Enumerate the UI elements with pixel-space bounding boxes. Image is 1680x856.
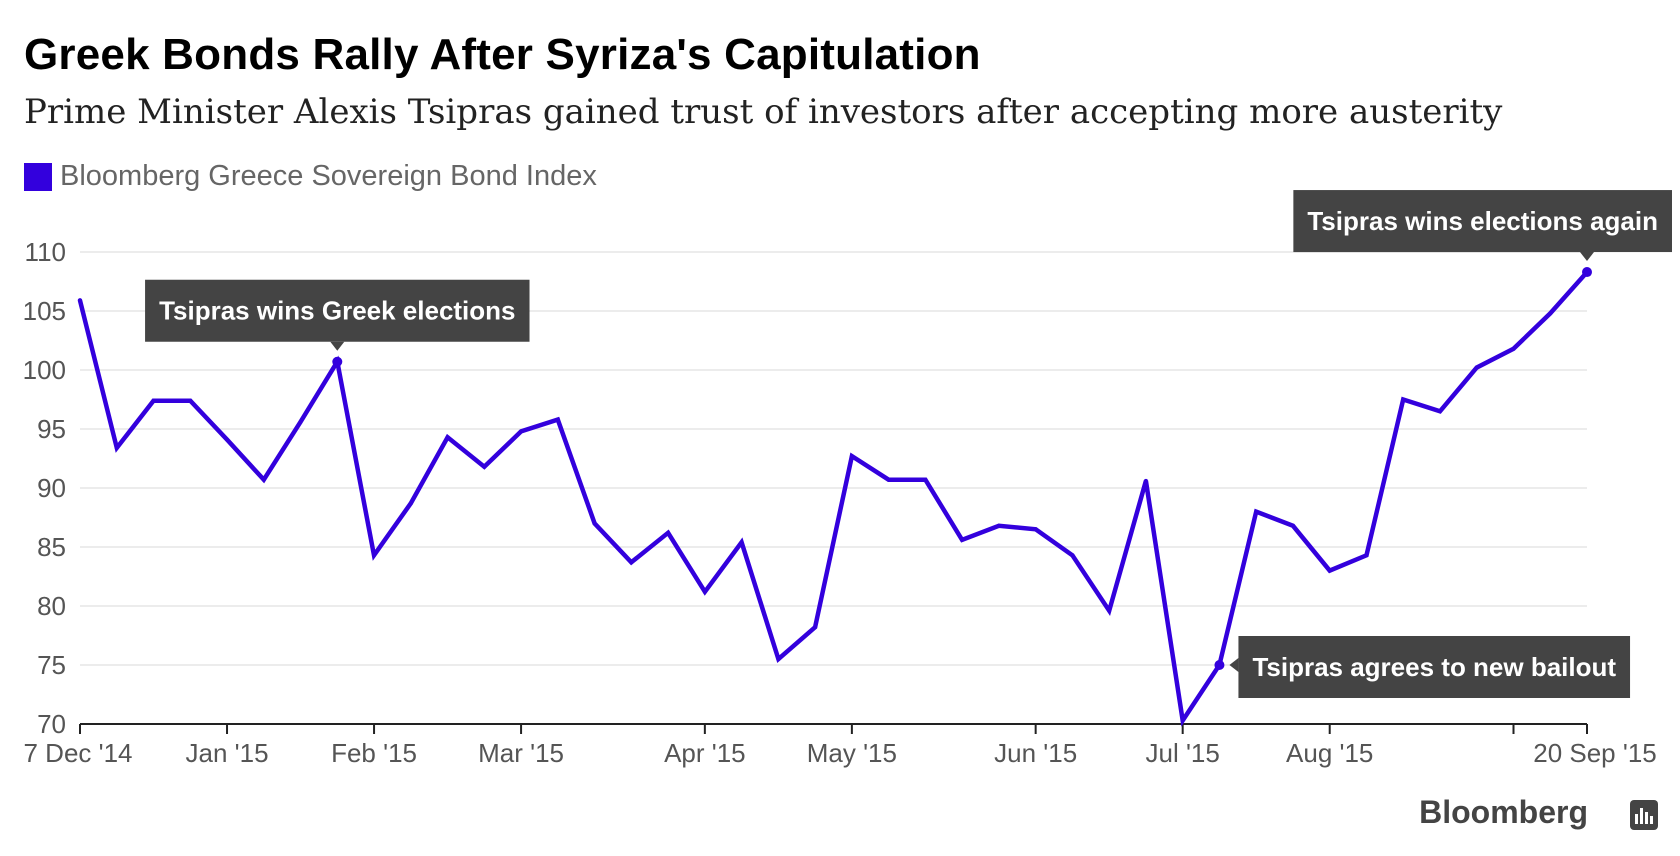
data-point — [886, 477, 891, 482]
data-point — [1327, 568, 1332, 573]
x-tick-label: Feb '15 — [331, 738, 417, 768]
data-point — [996, 523, 1001, 528]
data-point — [592, 521, 597, 526]
data-point — [739, 540, 744, 545]
data-point — [114, 445, 119, 450]
annotation-callout: Tsipras wins Greek elections — [145, 279, 530, 367]
chart-subtitle: Prime Minister Alexis Tsipras gained tru… — [24, 92, 1503, 132]
annotation-text: Tsipras wins Greek elections — [159, 296, 515, 326]
legend-swatch — [24, 162, 52, 191]
annotation-box — [1238, 636, 1631, 698]
y-tick-label: 70 — [37, 709, 66, 739]
x-axis: 7 Dec '14 Jan '15 Feb '15 Mar '15 Apr '15 May… — [23, 723, 1657, 768]
data-point — [225, 437, 230, 442]
data-point — [1107, 608, 1112, 613]
annotation-box — [1293, 190, 1672, 253]
data-point — [408, 501, 413, 506]
data-point — [776, 657, 781, 662]
annotation-box — [145, 279, 530, 342]
legend: Bloomberg Greece Sovereign Bond Index — [24, 160, 597, 193]
y-tick-label: 80 — [37, 591, 66, 621]
x-tick-label: Aug '15 — [1286, 738, 1373, 768]
annotation-marker — [332, 356, 343, 367]
data-point — [1437, 409, 1442, 414]
x-tick-label: Jun '15 — [994, 738, 1077, 768]
data-point — [1474, 365, 1479, 370]
annotation-text: Tsipras wins elections again — [1307, 206, 1658, 236]
data-point — [1290, 523, 1295, 528]
x-tick-label: Apr '15 — [664, 738, 746, 768]
data-point — [1254, 509, 1259, 514]
annotation-marker — [1214, 660, 1225, 670]
legend-label: Bloomberg Greece Sovereign Bond Index — [60, 160, 597, 192]
data-point — [482, 464, 487, 469]
x-tick-label: 20 Sep '15 — [1533, 738, 1657, 768]
data-point — [960, 537, 965, 542]
data-point — [702, 589, 707, 594]
x-tick-label: Jan '15 — [186, 738, 269, 768]
data-point — [1401, 397, 1406, 402]
series-layer — [77, 269, 1590, 727]
data-point — [666, 530, 671, 535]
data-point — [849, 454, 854, 459]
y-tick-label: 90 — [37, 473, 66, 503]
series-line — [77, 269, 1590, 727]
y-tick-label: 100 — [23, 355, 66, 385]
x-tick-label: 7 Dec '14 — [23, 738, 132, 768]
data-point — [188, 398, 193, 403]
y-tick-label: 85 — [37, 532, 66, 562]
data-point — [1364, 553, 1369, 558]
y-tick-label: 75 — [37, 650, 66, 680]
bloomberg-logo: Bloomberg — [1419, 794, 1588, 830]
annotation-callout: Tsipras wins elections again — [1293, 190, 1672, 278]
chart-title: Greek Bonds Rally After Syriza's Capitul… — [24, 30, 981, 79]
data-point — [555, 417, 560, 422]
data-point — [519, 429, 524, 434]
data-point — [1180, 718, 1185, 723]
data-point — [1033, 527, 1038, 532]
data-point — [1548, 311, 1553, 316]
y-tick-label: 95 — [37, 414, 66, 444]
data-point — [1511, 346, 1516, 351]
data-point — [261, 477, 266, 482]
data-point — [298, 419, 303, 424]
annotation-callout: Tsipras agrees to new bailout — [1214, 636, 1631, 698]
data-point — [1070, 553, 1075, 558]
annotations-layer: Tsipras wins Greek elections Tsipras agre… — [145, 190, 1672, 698]
x-tick-label: May '15 — [807, 738, 897, 768]
data-point — [151, 398, 156, 403]
y-tick-label: 105 — [23, 296, 66, 326]
data-point — [1143, 478, 1148, 483]
y-axis-ticks: 70 75 80 85 90 95 100 105 110 — [23, 237, 66, 739]
x-tick-label: Jul '15 — [1146, 738, 1220, 768]
x-tick-label: Mar '15 — [478, 738, 564, 768]
data-point — [445, 435, 450, 440]
bloomberg-chart-icon — [1630, 800, 1658, 830]
annotation-pointer — [330, 341, 345, 351]
data-point — [372, 553, 377, 558]
annotation-pointer — [1229, 658, 1239, 672]
y-tick-label: 110 — [25, 237, 66, 267]
data-point — [629, 560, 634, 565]
data-point — [78, 298, 82, 303]
data-point — [923, 477, 928, 482]
data-point — [813, 625, 818, 630]
annotation-text: Tsipras agrees to new bailout — [1252, 652, 1616, 682]
annotation-pointer — [1580, 252, 1594, 262]
annotation-marker — [1582, 267, 1592, 278]
